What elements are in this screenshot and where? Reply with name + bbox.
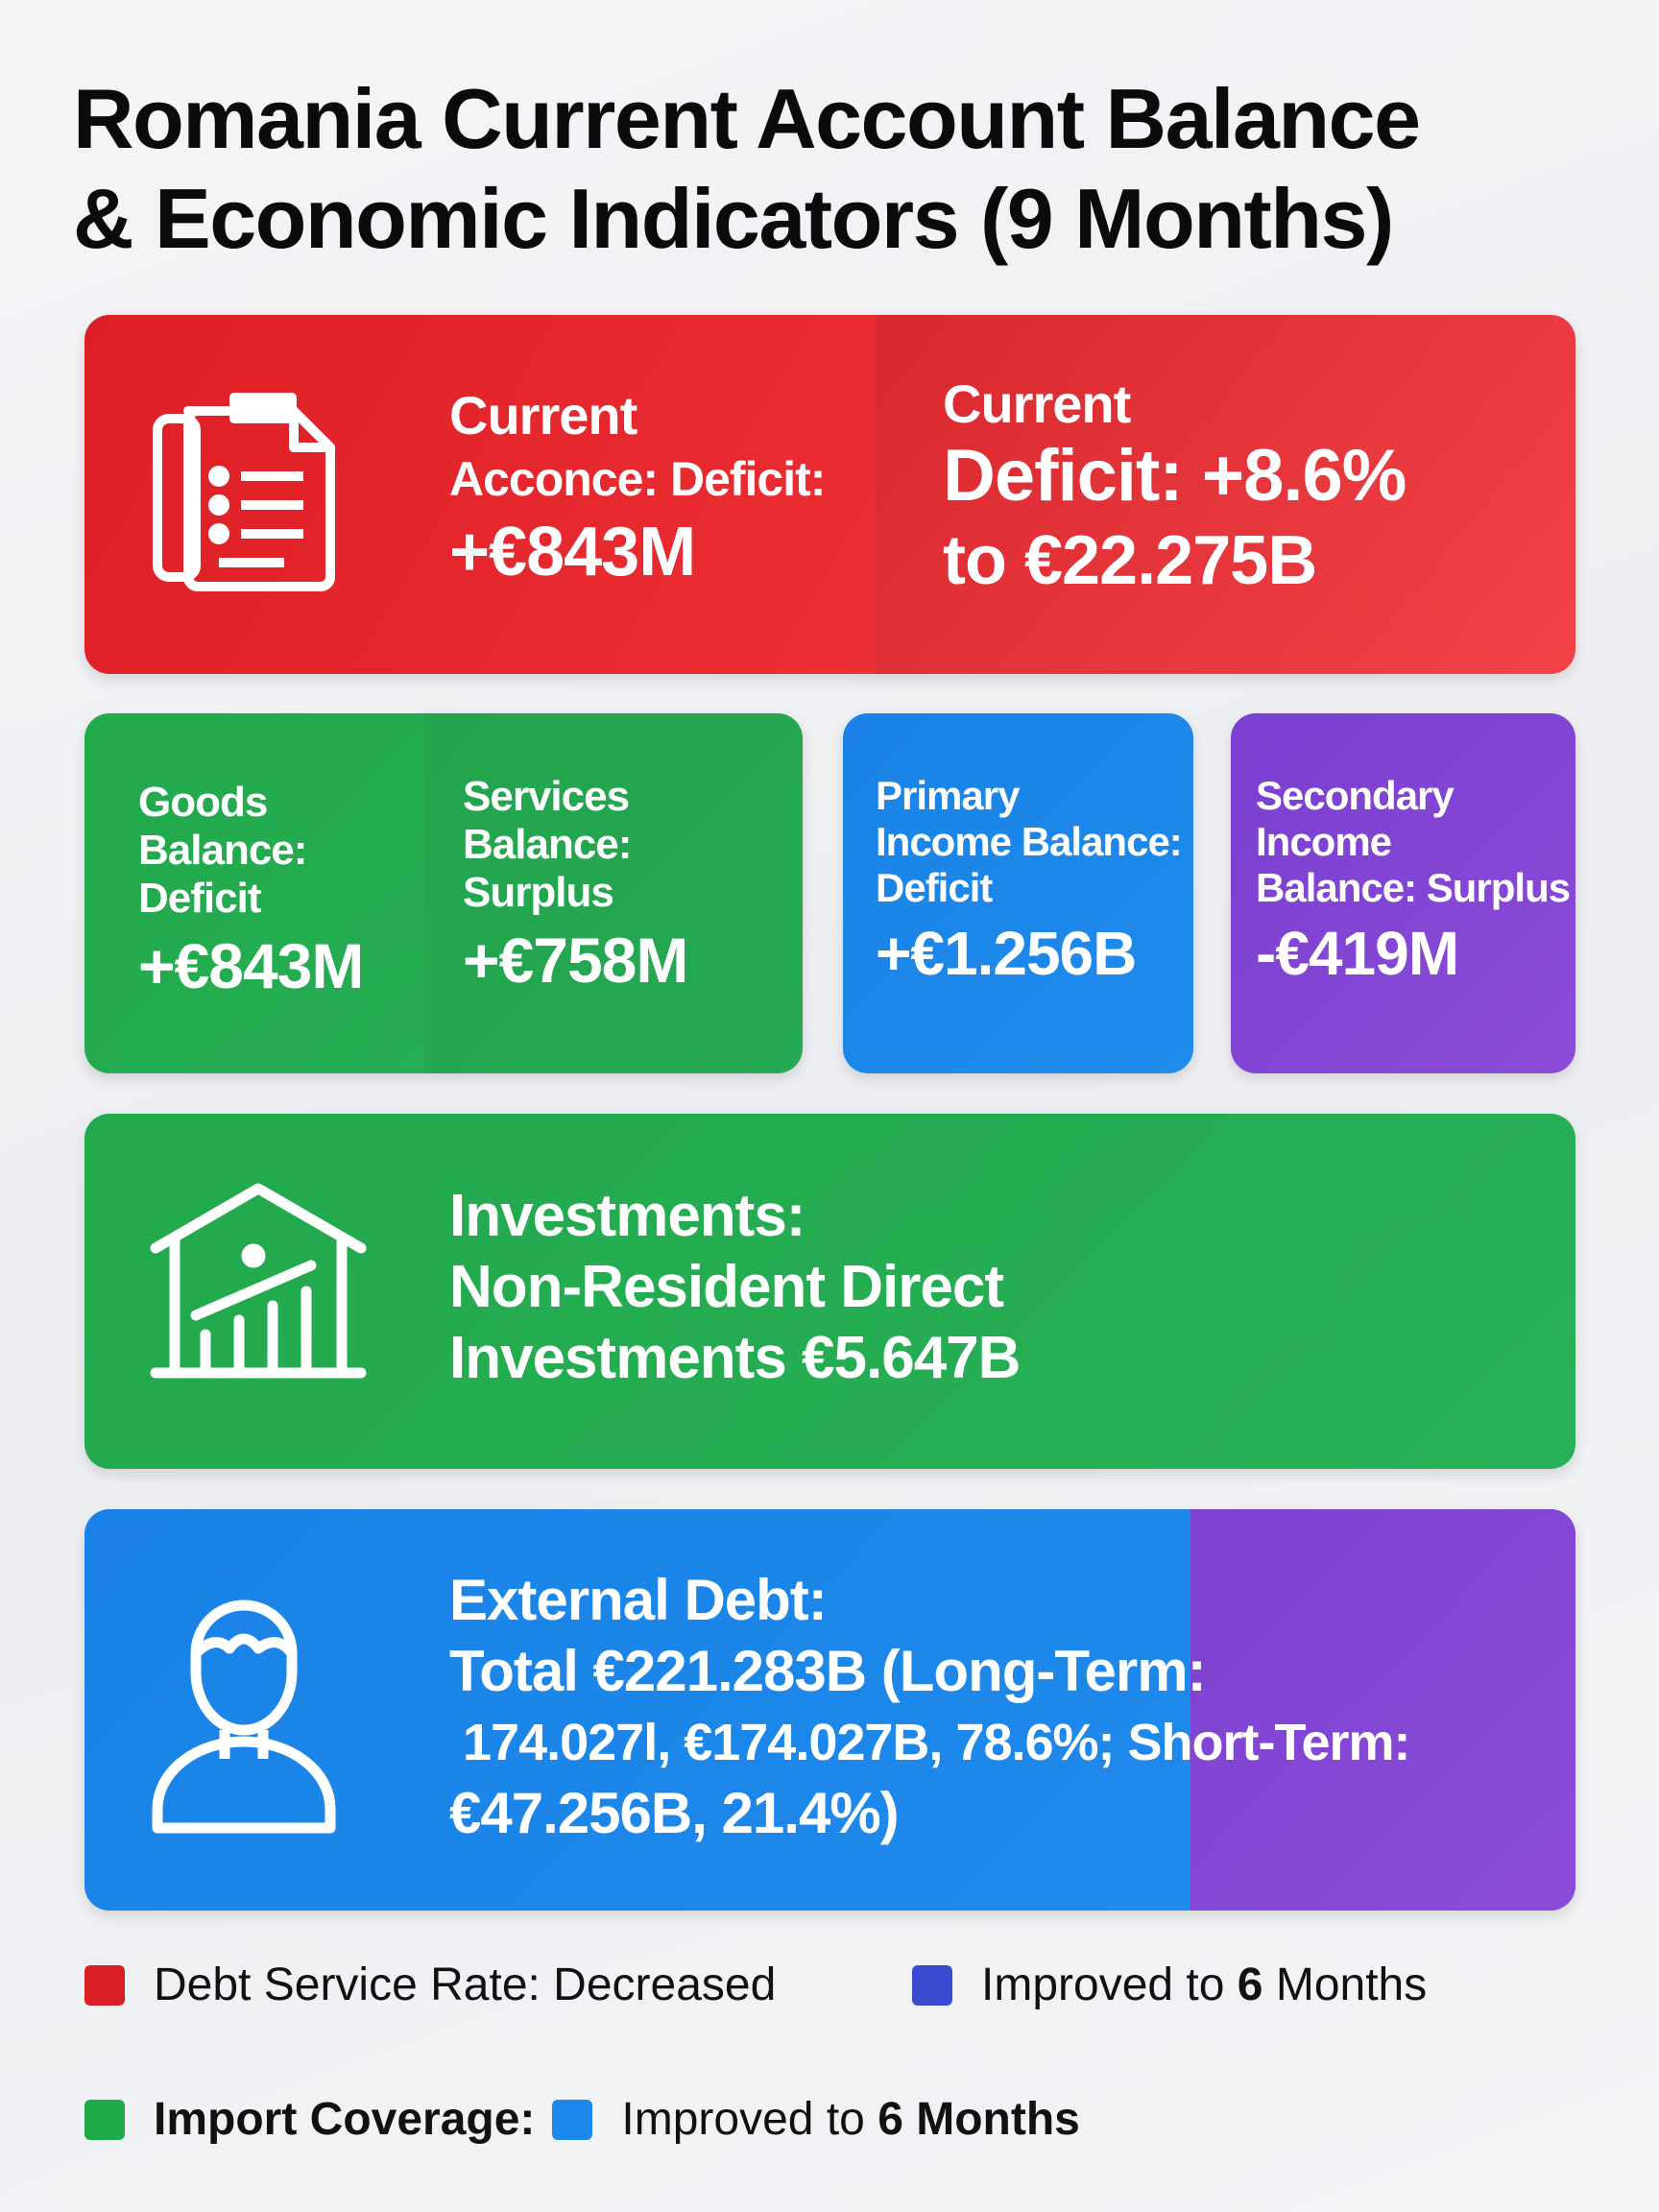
current-deficit-label: Current — [943, 373, 1131, 434]
person-icon — [152, 1599, 336, 1834]
legend-debt-service: Debt Service Rate: Decreased — [84, 1959, 776, 2011]
legend-import-coverage-label: Import Coverage: — [154, 2094, 536, 2145]
title-line-2: & Economic Indicators (9 Months) — [73, 171, 1394, 266]
legend-debt-service-label: Debt Service Rate: Decreased — [154, 1960, 777, 2010]
secondary-label-3: Balance: Surplus — [1256, 865, 1571, 910]
legend-improved-number: 6 — [1237, 1960, 1263, 2010]
secondary-label: Secondary — [1256, 773, 1455, 818]
primary-income-card: Primary Income Balance: Deficit +€1.256B — [843, 713, 1193, 1073]
external-debt-breakdown: 174.027l, €174.027B, 78.6%; Short-Term: — [449, 1714, 1411, 1771]
goods-label-2: Balance: — [138, 827, 307, 874]
title-line-1: Romania Current Account Balance — [73, 71, 1421, 166]
goods-label-3: Deficit — [138, 875, 261, 922]
current-account-sublabel: Acconce: Deficit: — [449, 452, 826, 506]
current-deficit-change: Deficit: +8.6% — [943, 435, 1407, 517]
external-debt-card: External Debt: Total €221.283B (Long-Ter… — [84, 1509, 1575, 1911]
current-deficit-total: to €22.275B — [943, 522, 1317, 599]
primary-label-2: Income Balance: — [876, 819, 1183, 864]
primary-label-3: Deficit — [876, 865, 993, 910]
legend-improved-unit: Months — [1262, 1960, 1428, 2010]
card-divider-panel — [424, 713, 803, 1073]
current-account-card: Current Acconce: Deficit: +€843M Current… — [84, 315, 1575, 674]
external-debt-total: Total €221.283B (Long-Term: — [449, 1639, 1207, 1703]
blue-swatch-icon — [552, 2099, 593, 2140]
legend-improved-b-text: Improved to — [621, 2094, 878, 2145]
primary-value: +€1.256B — [876, 919, 1137, 988]
green-swatch-icon — [84, 2099, 125, 2140]
indigo-swatch-icon — [912, 1964, 952, 2006]
secondary-income-card: Secondary Income Balance: Surplus -€419M — [1231, 713, 1575, 1073]
services-label: Services — [463, 773, 630, 820]
secondary-label-2: Income — [1256, 819, 1392, 864]
investments-value: Investments €5.647B — [449, 1325, 1021, 1391]
document-list-icon — [153, 393, 335, 591]
investments-label: Investments: — [449, 1183, 805, 1249]
investments-line-2: Non-Resident Direct — [449, 1254, 1004, 1320]
services-label-3: Surplus — [463, 869, 614, 916]
investments-card: Investments: Non-Resident Direct Investm… — [84, 1114, 1575, 1469]
page-title: Romania Current Account Balance & Econom… — [73, 69, 1421, 269]
secondary-value: -€419M — [1256, 919, 1459, 988]
red-swatch-icon — [84, 1964, 125, 2006]
external-debt-short-term: €47.256B, 21.4%) — [449, 1781, 900, 1845]
goods-label: Goods — [138, 779, 268, 826]
card-divider-panel — [876, 315, 1575, 674]
external-debt-label: External Debt: — [449, 1568, 828, 1632]
current-account-value: +€843M — [449, 514, 696, 590]
goods-value: +€843M — [138, 930, 364, 1001]
current-account-label: Current — [449, 385, 637, 445]
primary-label: Primary — [876, 773, 1020, 818]
house-chart-icon — [150, 1183, 367, 1379]
legend-import-coverage: Import Coverage: Improved to 6 Months — [84, 2093, 1080, 2146]
legend-improved-text: Improved to — [981, 1960, 1238, 2010]
legend-improved-a: Improved to 6 Months — [912, 1959, 1427, 2011]
short-term-panel — [1190, 1509, 1575, 1911]
services-value: +€758M — [463, 925, 688, 996]
services-label-2: Balance: — [463, 821, 632, 868]
legend-improved-b-value: 6 Months — [878, 2094, 1080, 2145]
goods-services-card: Goods Balance: Deficit +€843M Services B… — [84, 713, 803, 1073]
